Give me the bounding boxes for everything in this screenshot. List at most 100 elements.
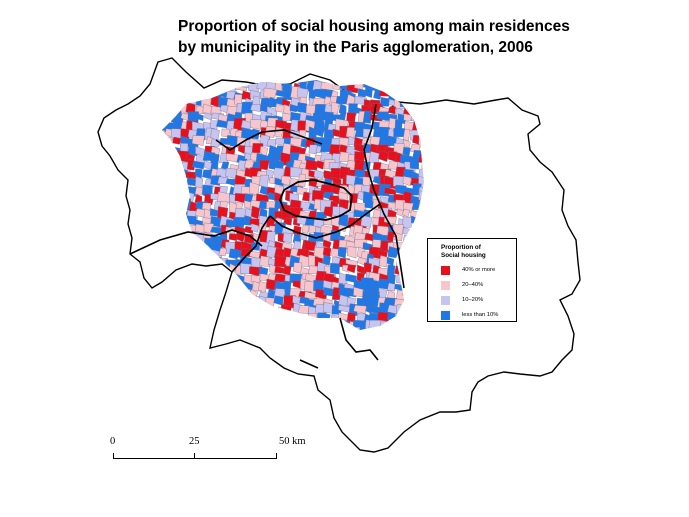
municipality: [346, 264, 357, 274]
municipality: [194, 326, 207, 330]
municipality: [388, 88, 398, 102]
scale-label-50: 50 km: [279, 436, 306, 447]
municipality: [297, 305, 310, 314]
municipality: [186, 273, 195, 287]
municipality: [387, 231, 395, 243]
municipality: [178, 275, 187, 285]
municipality: [313, 169, 325, 180]
municipality: [162, 306, 165, 317]
municipality: [412, 80, 421, 83]
municipality: [184, 281, 196, 290]
municipality: [395, 89, 408, 102]
municipality: [264, 126, 276, 138]
municipality: [241, 80, 255, 82]
municipality: [345, 258, 359, 267]
municipality: [194, 186, 203, 195]
municipality: [210, 270, 224, 283]
scale-label-25: 25: [189, 436, 200, 447]
municipality: [162, 297, 172, 308]
municipality: [228, 233, 238, 242]
municipality: [357, 88, 366, 98]
municipality: [164, 304, 174, 314]
legend-swatch: [441, 311, 450, 320]
municipality: [308, 144, 318, 155]
municipality: [164, 279, 174, 291]
municipality: [348, 80, 359, 84]
municipality: [194, 289, 205, 300]
municipality: [379, 255, 388, 268]
municipality: [188, 296, 198, 306]
municipality: [378, 135, 392, 147]
municipality: [263, 87, 277, 98]
municipality: [202, 303, 211, 314]
municipality: [301, 224, 310, 234]
municipality: [259, 174, 269, 188]
municipality: [378, 87, 392, 97]
municipality: [369, 80, 379, 83]
municipality: [213, 288, 221, 298]
municipality: [360, 214, 372, 228]
municipality: [369, 80, 383, 91]
municipality: [170, 327, 180, 330]
municipality: [171, 312, 181, 321]
municipality: [266, 80, 275, 82]
municipality: [386, 282, 396, 292]
municipality: [300, 201, 311, 212]
municipality: [163, 319, 173, 330]
municipality: [240, 119, 253, 130]
legend-swatch: [441, 281, 450, 290]
municipality: [347, 246, 357, 259]
municipality: [162, 329, 167, 330]
municipality: [331, 80, 342, 82]
scale-bar: 0 25 50 km: [100, 436, 306, 466]
municipality: [330, 263, 340, 275]
municipality: [169, 289, 181, 297]
legend-title-line-1: Proportion of: [441, 244, 481, 251]
municipality: [418, 80, 424, 94]
municipality: [364, 86, 373, 98]
municipality: [191, 135, 205, 146]
scale-tick: [194, 453, 195, 459]
municipality: [356, 264, 366, 275]
municipality: [191, 160, 205, 170]
municipality: [178, 329, 188, 330]
municipality: [268, 97, 278, 108]
department-boundaries: [129, 103, 405, 369]
municipality: [379, 80, 393, 86]
municipality: [378, 150, 389, 162]
municipality: [162, 297, 166, 309]
municipality: [402, 175, 412, 187]
legend-swatch: [441, 266, 450, 275]
municipality: [164, 330, 174, 338]
municipality: [179, 289, 192, 301]
municipality: [194, 315, 207, 325]
municipality: [362, 110, 372, 124]
municipality: [232, 217, 245, 228]
municipality: [393, 127, 405, 138]
municipality: [354, 81, 363, 90]
title-line-2: by municipality in the Paris agglomerati…: [178, 39, 533, 56]
municipality: [258, 200, 267, 210]
municipality: [185, 171, 198, 180]
municipality: [232, 80, 244, 82]
municipality: [172, 136, 182, 145]
municipality: [205, 294, 215, 308]
legend-label: 40% or more: [462, 267, 496, 273]
municipality: [218, 247, 228, 257]
legend-swatch: [441, 296, 450, 305]
municipality: [289, 199, 302, 209]
municipality: [179, 279, 190, 293]
municipality: [395, 80, 407, 83]
municipality: [171, 280, 184, 291]
municipality: [169, 322, 183, 330]
municipality: [372, 176, 382, 185]
municipality: [178, 304, 188, 315]
legend-label: 20–40%: [462, 282, 484, 288]
municipality: [353, 305, 367, 314]
municipality: [209, 296, 220, 310]
municipality: [354, 80, 364, 82]
municipality: [210, 138, 221, 148]
municipality: [380, 97, 390, 107]
municipality: [365, 80, 375, 82]
